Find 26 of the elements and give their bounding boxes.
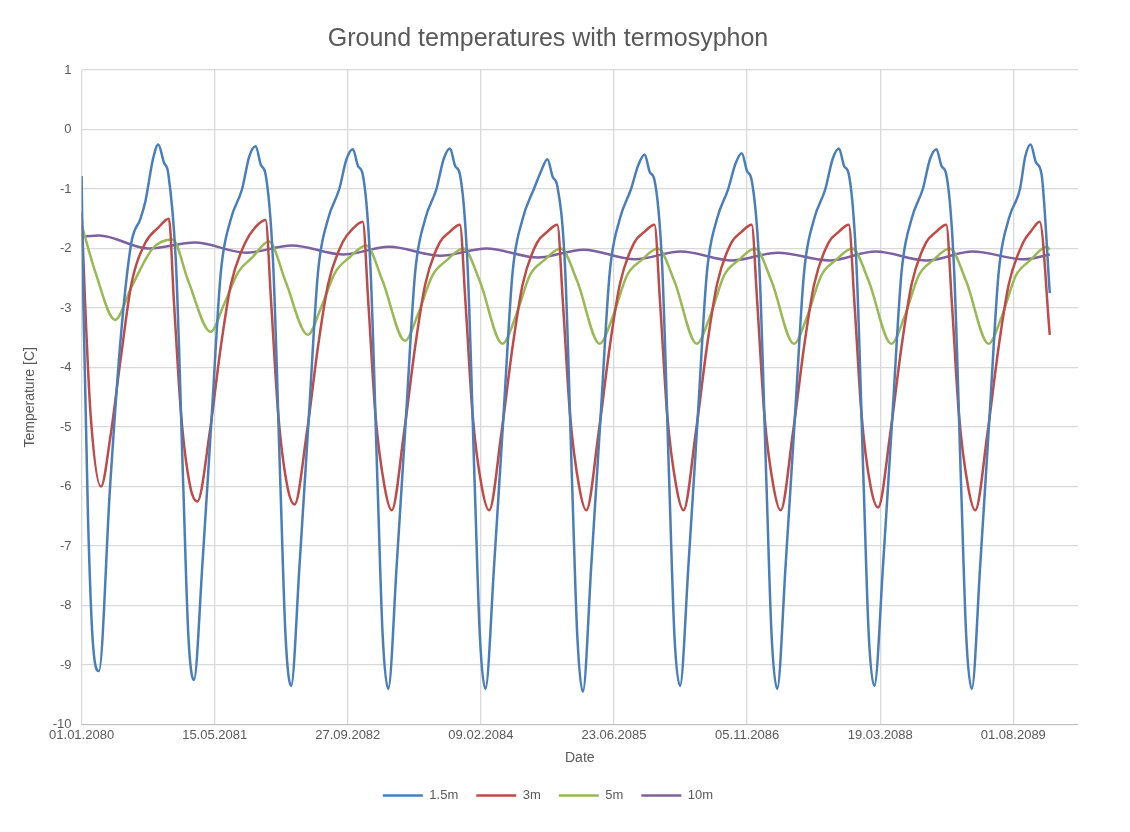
y-tick-label: -5	[60, 418, 72, 434]
x-axis-title: Date	[565, 749, 595, 766]
legend-label: 10m	[687, 787, 714, 803]
x-tick-label: 05.11.2086	[715, 726, 780, 742]
y-tick-label: 1	[64, 61, 72, 77]
y-tick-label: -1	[60, 180, 72, 196]
x-tick-label: 23.06.2085	[581, 726, 647, 742]
y-tick-label: -2	[60, 240, 72, 256]
legend-label: 5m	[605, 787, 624, 803]
y-tick-label: -9	[60, 656, 72, 672]
x-tick-label: 09.02.2084	[448, 726, 514, 742]
chart-title: Ground temperatures with termosyphon	[327, 22, 769, 51]
x-tick-label: 27.09.2082	[315, 726, 381, 742]
x-tick-label: 15.05.2081	[182, 726, 248, 742]
y-axis-title: Temperature [C]	[21, 347, 38, 448]
y-tick-label: 0	[64, 121, 72, 137]
x-tick-label: 01.08.2089	[980, 726, 1046, 742]
legend-label: 3m	[522, 787, 541, 803]
y-tick-label: -8	[60, 597, 72, 613]
legend-label: 1.5m	[429, 787, 459, 803]
y-tick-label: -7	[60, 537, 72, 553]
x-tick-label: 19.03.2088	[847, 726, 913, 742]
line-series	[81, 143, 1052, 694]
y-tick-label: -3	[60, 299, 72, 315]
y-tick-label: -4	[60, 359, 72, 375]
y-tick-label: -6	[60, 478, 72, 494]
